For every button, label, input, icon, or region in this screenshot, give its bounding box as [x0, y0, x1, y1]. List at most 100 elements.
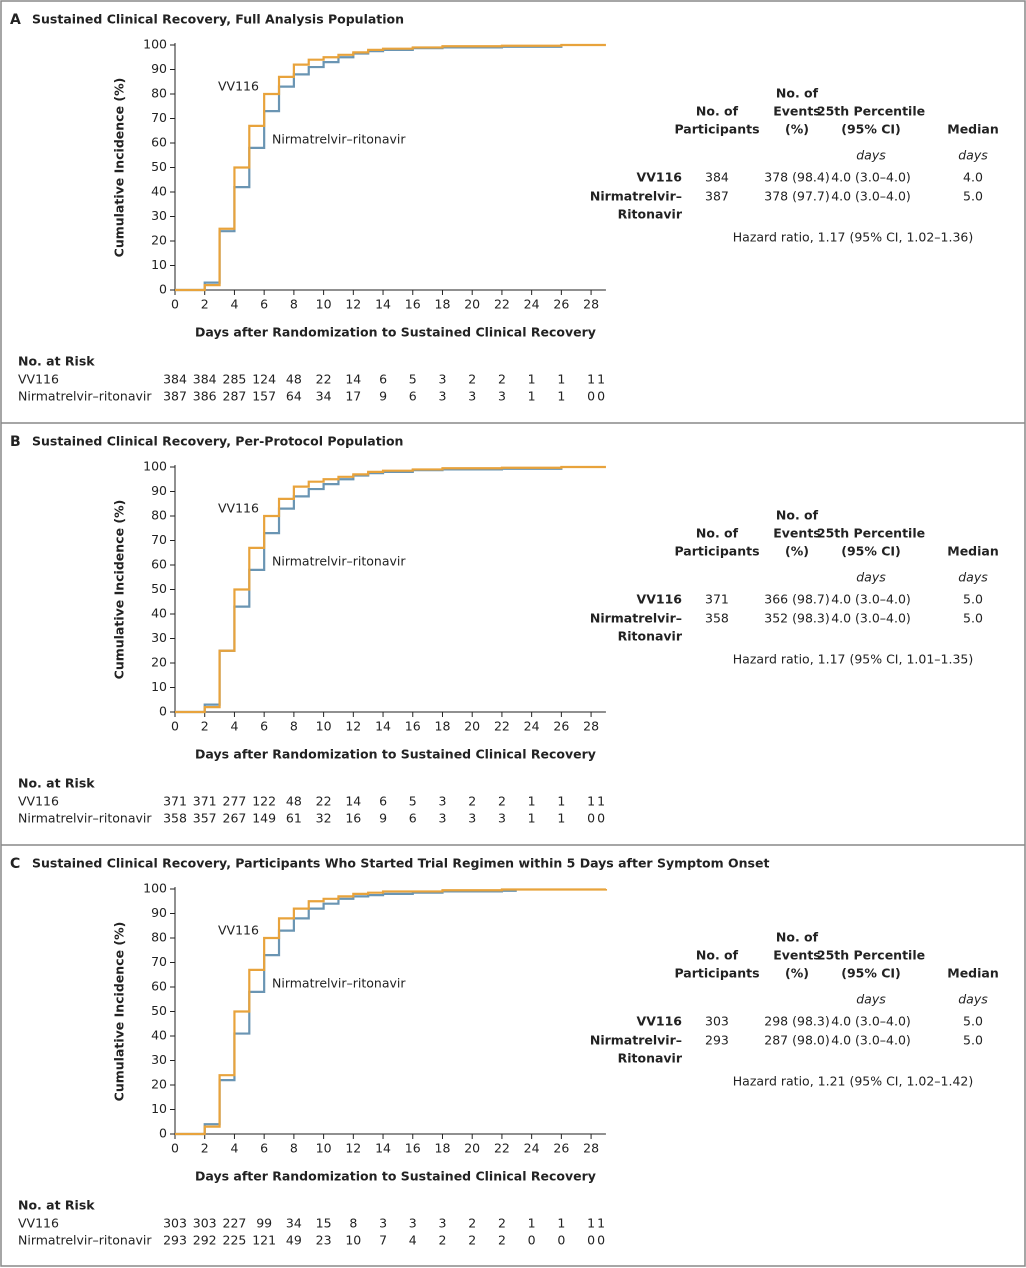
risk-count: 0	[557, 1233, 565, 1248]
y-tick-label: 30	[151, 1052, 167, 1067]
risk-count: 384	[163, 372, 187, 387]
table-header: 25th Percentile	[817, 104, 925, 119]
risk-count: 15	[316, 1216, 332, 1231]
risk-count: 303	[163, 1216, 187, 1231]
step-line	[175, 465, 606, 714]
risk-count: 2	[468, 1216, 476, 1231]
y-tick-label: 50	[151, 159, 167, 174]
y-tick-label: 60	[151, 135, 167, 150]
risk-count: 122	[252, 794, 276, 809]
y-tick-label: 80	[151, 508, 167, 523]
risk-count: 48	[286, 794, 302, 809]
risk-count: 303	[193, 1216, 217, 1231]
x-tick-label: 8	[290, 1141, 298, 1156]
x-tick-label: 24	[524, 1141, 540, 1156]
y-tick-label: 20	[151, 655, 167, 670]
panel-title: Sustained Clinical Recovery, Full Analys…	[32, 12, 404, 27]
x-tick-label: 26	[553, 719, 569, 734]
curve-label: Nirmatrelvir–ritonavir	[272, 554, 406, 569]
table-cell: 5.0	[963, 611, 983, 626]
x-tick-label: 4	[230, 1141, 238, 1156]
x-tick-label: 0	[171, 719, 179, 734]
table-header: 25th Percentile	[817, 948, 925, 963]
risk-count: 3	[439, 372, 447, 387]
curve-label: Nirmatrelvir–ritonavir	[272, 132, 406, 147]
risk-count: 8	[349, 1216, 357, 1231]
risk-count: 61	[286, 811, 302, 826]
x-tick-label: 12	[345, 297, 361, 312]
table-cell: 4.0 (3.0–4.0)	[831, 592, 911, 607]
x-tick-label: 22	[494, 297, 510, 312]
table-cell: 303	[705, 1014, 729, 1029]
risk-count: 1	[587, 794, 595, 809]
y-tick-label: 40	[151, 606, 167, 621]
step-line	[175, 43, 606, 292]
table-header: No. of	[776, 508, 819, 523]
risk-count: 2	[498, 794, 506, 809]
risk-count: 17	[345, 389, 361, 404]
panel-title: Sustained Clinical Recovery, Per-Protoco…	[32, 434, 403, 449]
table-cell: 4.0 (3.0–4.0)	[831, 1033, 911, 1048]
table-cell: 287 (98.0)	[764, 1033, 829, 1048]
step-line	[175, 888, 608, 1136]
risk-title: No. at Risk	[18, 354, 95, 369]
table-header: No. of	[696, 104, 739, 119]
panel-title: Sustained Clinical Recovery, Participant…	[32, 856, 769, 871]
y-tick-label: 30	[151, 630, 167, 645]
x-tick-label: 2	[201, 719, 209, 734]
risk-count: 267	[223, 811, 247, 826]
x-tick-label: 8	[290, 719, 298, 734]
panel-letter: B	[10, 434, 21, 450]
risk-count: 0	[597, 1233, 605, 1248]
table-cell: 4.0	[963, 170, 983, 185]
y-tick-label: 50	[151, 581, 167, 596]
x-tick-label: 26	[553, 297, 569, 312]
risk-count: 1	[557, 811, 565, 826]
risk-row-name: Nirmatrelvir–ritonavir	[18, 1233, 152, 1248]
table-cell: 4.0 (3.0–4.0)	[831, 189, 911, 204]
risk-count: 1	[597, 372, 605, 387]
risk-count: 10	[345, 1233, 361, 1248]
x-axis-label: Days after Randomization to Sustained Cl…	[195, 325, 596, 340]
hazard-ratio: Hazard ratio, 1.17 (95% CI, 1.02–1.36)	[733, 230, 973, 245]
table-unit: days	[856, 992, 886, 1007]
table-cell: 298 (98.3)	[764, 1014, 829, 1029]
risk-count: 292	[193, 1233, 217, 1248]
table-unit: days	[958, 570, 988, 585]
risk-count: 0	[597, 811, 605, 826]
x-tick-label: 10	[316, 297, 332, 312]
risk-count: 34	[316, 389, 332, 404]
table-header: (%)	[785, 966, 809, 981]
x-tick-label: 0	[171, 297, 179, 312]
x-tick-label: 18	[435, 297, 451, 312]
panel-letter: C	[10, 856, 20, 872]
y-tick-label: 100	[143, 459, 167, 474]
risk-count: 0	[528, 1233, 536, 1248]
risk-count: 6	[379, 372, 387, 387]
table-row-label: Nirmatrelvir–	[590, 1033, 682, 1048]
x-tick-label: 28	[583, 297, 599, 312]
risk-count: 3	[468, 389, 476, 404]
risk-count: 285	[223, 372, 247, 387]
risk-count: 387	[163, 389, 187, 404]
panel-letter: A	[10, 12, 21, 28]
table-row-label: Ritonavir	[618, 629, 683, 644]
x-tick-label: 22	[494, 719, 510, 734]
table-header: (95% CI)	[841, 544, 901, 559]
y-tick-label: 0	[159, 1126, 167, 1141]
risk-row-name: VV116	[18, 372, 59, 387]
x-tick-label: 24	[524, 719, 540, 734]
risk-count: 16	[345, 811, 361, 826]
x-tick-label: 14	[375, 719, 391, 734]
x-tick-label: 18	[435, 719, 451, 734]
risk-count: 2	[439, 1233, 447, 1248]
risk-count: 371	[193, 794, 217, 809]
y-tick-label: 60	[151, 979, 167, 994]
y-tick-label: 0	[159, 282, 167, 297]
risk-count: 357	[193, 811, 217, 826]
table-header: (%)	[785, 544, 809, 559]
table-cell: 371	[705, 592, 729, 607]
y-tick-label: 70	[151, 110, 167, 125]
x-tick-label: 6	[260, 1141, 268, 1156]
